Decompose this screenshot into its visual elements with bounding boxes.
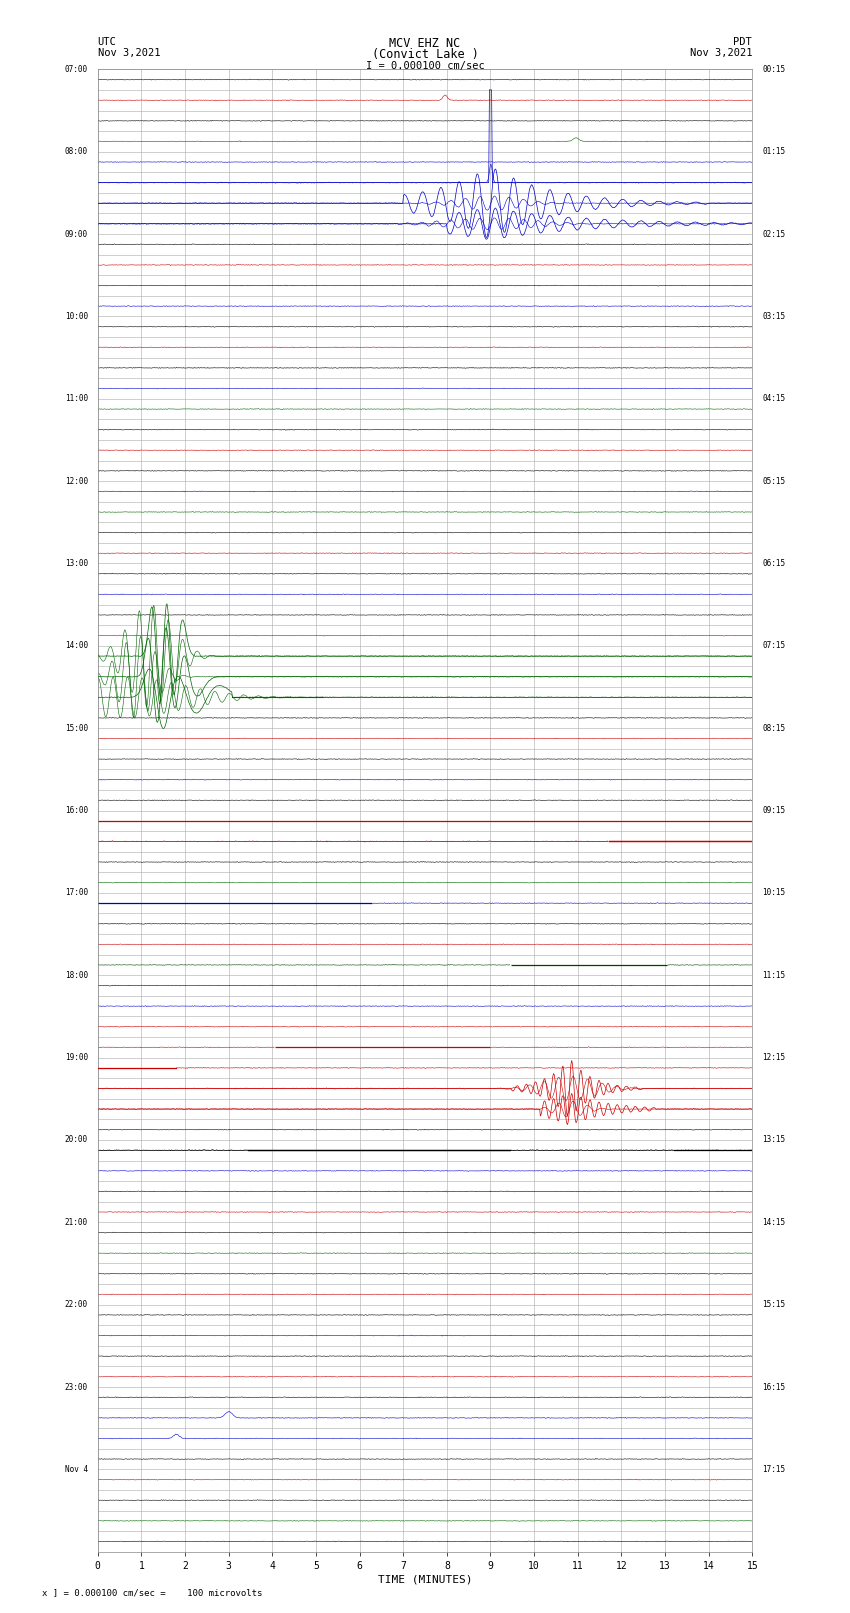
Text: 16:15: 16:15	[762, 1382, 785, 1392]
Text: 03:15: 03:15	[762, 311, 785, 321]
Text: 15:15: 15:15	[762, 1300, 785, 1310]
Text: 09:15: 09:15	[762, 806, 785, 815]
Text: 01:15: 01:15	[762, 147, 785, 156]
Text: UTC: UTC	[98, 37, 116, 47]
Text: 07:00: 07:00	[65, 65, 88, 74]
Text: 12:00: 12:00	[65, 476, 88, 486]
Text: 08:00: 08:00	[65, 147, 88, 156]
X-axis label: TIME (MINUTES): TIME (MINUTES)	[377, 1574, 473, 1586]
Text: 15:00: 15:00	[65, 724, 88, 732]
Text: 19:00: 19:00	[65, 1053, 88, 1061]
Text: (Convict Lake ): (Convict Lake )	[371, 48, 479, 61]
Text: 11:15: 11:15	[762, 971, 785, 979]
Text: 20:00: 20:00	[65, 1136, 88, 1145]
Text: Nov 3,2021: Nov 3,2021	[98, 48, 161, 58]
Text: 14:00: 14:00	[65, 642, 88, 650]
Text: Nov 3,2021: Nov 3,2021	[689, 48, 752, 58]
Text: 10:00: 10:00	[65, 311, 88, 321]
Text: I = 0.000100 cm/sec: I = 0.000100 cm/sec	[366, 61, 484, 71]
Text: 13:00: 13:00	[65, 560, 88, 568]
Text: 13:15: 13:15	[762, 1136, 785, 1145]
Text: 18:00: 18:00	[65, 971, 88, 979]
Text: 06:15: 06:15	[762, 560, 785, 568]
Text: 22:00: 22:00	[65, 1300, 88, 1310]
Text: 10:15: 10:15	[762, 889, 785, 897]
Text: x ] = 0.000100 cm/sec =    100 microvolts: x ] = 0.000100 cm/sec = 100 microvolts	[42, 1587, 263, 1597]
Text: 21:00: 21:00	[65, 1218, 88, 1227]
Text: MCV EHZ NC: MCV EHZ NC	[389, 37, 461, 50]
Text: PDT: PDT	[734, 37, 752, 47]
Text: 17:15: 17:15	[762, 1465, 785, 1474]
Text: 00:15: 00:15	[762, 65, 785, 74]
Text: 14:15: 14:15	[762, 1218, 785, 1227]
Text: 17:00: 17:00	[65, 889, 88, 897]
Text: 08:15: 08:15	[762, 724, 785, 732]
Text: 05:15: 05:15	[762, 476, 785, 486]
Text: 12:15: 12:15	[762, 1053, 785, 1061]
Text: Nov 4: Nov 4	[65, 1465, 88, 1474]
Text: 04:15: 04:15	[762, 394, 785, 403]
Text: 07:15: 07:15	[762, 642, 785, 650]
Text: 09:00: 09:00	[65, 229, 88, 239]
Text: 11:00: 11:00	[65, 394, 88, 403]
Text: 02:15: 02:15	[762, 229, 785, 239]
Text: 23:00: 23:00	[65, 1382, 88, 1392]
Text: 16:00: 16:00	[65, 806, 88, 815]
